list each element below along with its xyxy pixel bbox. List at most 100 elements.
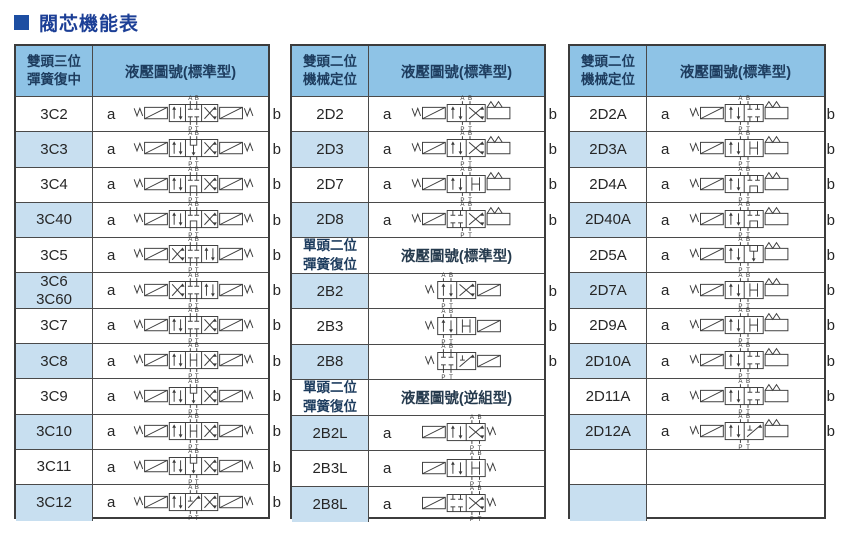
svg-text:B: B [195, 413, 199, 420]
table-row: 2B3L a A B P T [292, 450, 544, 488]
solenoid-a-label: a [107, 211, 116, 229]
svg-text:T: T [195, 479, 199, 486]
valve-symbol-icon: A B P T [689, 237, 789, 274]
spool-code-cell: 3C11 [16, 449, 93, 485]
solenoid-a-label: a [661, 317, 670, 335]
svg-text:B: B [195, 378, 199, 385]
diagram-column-header: 液壓圖號(標準型) [679, 64, 792, 81]
solenoid-a-label: a [661, 388, 670, 406]
svg-text:A: A [188, 166, 193, 173]
svg-text:B: B [195, 201, 199, 208]
svg-text:T: T [195, 197, 199, 204]
solenoid-b-label: b [548, 318, 557, 336]
svg-text:P: P [441, 374, 445, 381]
svg-text:P: P [188, 409, 192, 416]
solenoid-b-label: b [826, 282, 835, 300]
spool-code-cell: 2D4A [570, 167, 647, 202]
svg-text:B: B [195, 342, 199, 349]
spool-code-cell: 3C5 [16, 238, 93, 273]
svg-text:A: A [460, 131, 465, 138]
svg-text:A: A [441, 273, 446, 280]
table-row: 2B2L a A B P T [292, 414, 544, 452]
svg-text:A: A [188, 272, 193, 279]
svg-text:B: B [449, 308, 453, 315]
svg-text:A: A [188, 307, 193, 314]
valve-symbol-icon: A B P T [133, 237, 254, 274]
svg-text:T: T [478, 445, 482, 452]
solenoid-b-label: b [272, 494, 281, 512]
solenoid-a-label: a [107, 140, 116, 158]
svg-text:A: A [441, 343, 446, 350]
spool-code-cell: 3C4 [16, 167, 93, 202]
valve-symbol-icon: A B P T [133, 201, 254, 239]
svg-text:A: A [738, 201, 743, 208]
svg-text:A: A [470, 450, 475, 457]
solenoid-b-label: b [826, 176, 835, 194]
spool-code-cell: 2D7A [570, 273, 647, 308]
svg-text:A: A [470, 486, 475, 493]
spool-type-header: 雙頭二位 機械定位 [292, 46, 369, 96]
svg-text:A: A [441, 308, 446, 315]
spool-code-cell: 2D10A [570, 344, 647, 379]
svg-text:A: A [460, 201, 465, 208]
valve-symbol-icon: A B P T [689, 201, 789, 239]
svg-text:P: P [738, 338, 742, 345]
svg-text:A: A [738, 166, 743, 173]
valve-symbol-icon: A B P T [133, 484, 254, 522]
solenoid-b-label: b [272, 352, 281, 370]
section-header-row: 單頭二位 彈簧復位 液壓圖號(標準型) [292, 238, 544, 275]
solenoid-a-label: a [107, 423, 116, 441]
svg-text:P: P [188, 197, 192, 204]
svg-text:B: B [746, 378, 750, 385]
table-row [570, 449, 824, 486]
spool-code-cell: 2B3L [292, 451, 369, 486]
diagram-column-header: 液壓圖號(標準型) [124, 64, 237, 81]
diagram-column-header: 液壓圖號(標準型) [400, 64, 513, 81]
table-row [570, 485, 824, 521]
svg-text:T: T [478, 516, 482, 523]
spool-type-header: 單頭二位 彈簧復位 [292, 238, 369, 274]
svg-text:T: T [746, 444, 750, 451]
svg-text:A: A [738, 307, 743, 314]
svg-text:P: P [441, 303, 445, 310]
svg-text:A: A [470, 414, 475, 421]
spool-type-header: 雙頭二位 機械定位 [570, 46, 647, 96]
svg-text:B: B [746, 95, 750, 102]
valve-symbol-icon: A B P T [689, 413, 789, 451]
svg-text:P: P [188, 373, 192, 380]
diagram-cell [647, 450, 824, 484]
svg-text:A: A [188, 342, 193, 349]
svg-text:T: T [468, 197, 472, 204]
svg-text:B: B [468, 166, 472, 173]
spool-code-cell: 2D3 [292, 132, 369, 167]
svg-text:A: A [188, 413, 193, 420]
page-title: 閥芯機能表 [39, 14, 140, 35]
svg-text:T: T [195, 232, 199, 239]
solenoid-b-label: b [548, 282, 557, 300]
